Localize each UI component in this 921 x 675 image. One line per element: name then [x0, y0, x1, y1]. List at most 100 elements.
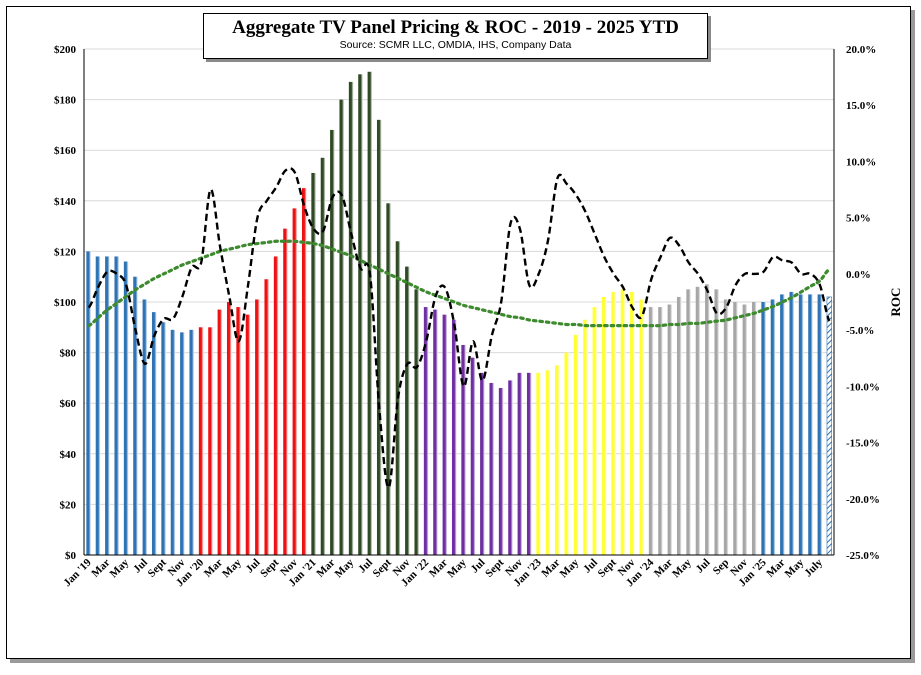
- price-bar: [639, 299, 645, 555]
- roc-line: [87, 167, 831, 489]
- price-bar: [386, 203, 392, 555]
- price-bar: [208, 327, 213, 555]
- price-bar: [620, 289, 626, 555]
- y2-tick-label: -15.0%: [846, 438, 880, 450]
- price-bar: [105, 256, 110, 555]
- price-bar: [686, 289, 692, 555]
- price-bar: [723, 299, 729, 555]
- price-bar: [151, 312, 157, 555]
- price-bar: [273, 256, 279, 555]
- price-bar: [376, 119, 382, 555]
- price-bar: [798, 294, 804, 555]
- price-bar: [658, 307, 663, 555]
- price-bar: [470, 357, 476, 555]
- price-bar: [780, 294, 785, 555]
- price-bar: [423, 307, 429, 555]
- price-bar: [283, 228, 288, 555]
- y-tick-label: $60: [60, 398, 77, 410]
- price-bar: [264, 279, 270, 555]
- price-bars: [86, 71, 832, 556]
- price-bar: [648, 307, 654, 555]
- x-tick-label: May: [783, 556, 807, 580]
- price-bar: [301, 188, 307, 555]
- x-tick-label: May: [220, 556, 244, 580]
- y2-tick-label: 0.0%: [846, 269, 871, 281]
- price-bar: [320, 157, 326, 556]
- price-bar: [114, 256, 120, 555]
- price-bar: [367, 71, 373, 556]
- price-bar: [789, 291, 795, 555]
- x-tick-label: Sep: [711, 557, 732, 578]
- price-bar: [705, 284, 710, 555]
- price-bar: [292, 208, 298, 555]
- y-tick-label: $140: [54, 196, 77, 208]
- x-tick-label: Sept: [371, 556, 394, 579]
- x-tick-label: May: [333, 556, 357, 580]
- y-tick-label: $80: [60, 348, 77, 360]
- price-bar: [583, 319, 588, 555]
- price-bar: [517, 372, 523, 555]
- price-bar: [451, 319, 457, 555]
- x-tick-label: July: [802, 556, 825, 579]
- x-tick-label: Mar: [652, 557, 675, 580]
- price-bar: [555, 365, 560, 555]
- price-bar: [592, 307, 598, 555]
- x-tick-label: May: [445, 556, 469, 580]
- roc-trend-line: [87, 239, 831, 328]
- price-bar: [761, 302, 767, 555]
- y2-tick-label: 10.0%: [846, 156, 876, 168]
- x-tick-label: Mar: [314, 557, 337, 580]
- price-bar: [236, 307, 242, 555]
- y2-tick-label: -10.0%: [846, 381, 880, 393]
- x-tick-label: Sept: [258, 556, 281, 579]
- price-bar: [358, 74, 363, 556]
- y-tick-label: $40: [60, 449, 77, 461]
- price-bar: [86, 251, 92, 555]
- price-bar: [733, 302, 738, 555]
- price-bar: [348, 81, 354, 555]
- grid-lines: [84, 48, 834, 556]
- x-tick-label: Sept: [146, 556, 169, 579]
- x-tick-label: Mar: [89, 557, 112, 580]
- y2-tick-label: 20.0%: [846, 44, 876, 56]
- y2-tick-label: 5.0%: [846, 213, 871, 225]
- price-bar: [170, 329, 176, 555]
- price-bar: [714, 289, 720, 555]
- chart-title: Aggregate TV Panel Pricing & ROC - 2019 …: [232, 17, 679, 38]
- price-bar: [508, 380, 513, 555]
- price-bar: [123, 261, 129, 555]
- roc-lines: [87, 167, 831, 489]
- price-bar: [601, 296, 607, 555]
- price-bar: [245, 314, 251, 555]
- x-tick-label: Sept: [483, 556, 506, 579]
- price-bar: [395, 241, 401, 555]
- price-bar: [161, 322, 167, 555]
- price-bar: [498, 388, 504, 555]
- y-tick-label: $100: [54, 297, 77, 309]
- price-bar: [751, 302, 757, 555]
- price-bar: [770, 299, 776, 555]
- chart-subtitle: Source: SCMR LLC, OMDIA, IHS, Company Da…: [339, 39, 572, 51]
- price-bar: [180, 332, 185, 555]
- price-bar: [695, 286, 701, 555]
- price-bar: [564, 352, 570, 555]
- y-tick-label: $160: [54, 145, 77, 157]
- y2-tick-label: -25.0%: [846, 550, 880, 562]
- y2-tick-label: -20.0%: [846, 494, 880, 506]
- x-tick-label: Mar: [764, 557, 787, 580]
- price-bar: [826, 296, 832, 556]
- y-tick-label: $200: [54, 44, 77, 56]
- x-tick-label: May: [108, 556, 132, 580]
- price-bar: [414, 289, 420, 555]
- price-bar: [676, 296, 682, 555]
- price-bar: [480, 372, 485, 555]
- price-bar: [226, 302, 232, 555]
- price-bar: [611, 291, 617, 555]
- y2-tick-label: 15.0%: [846, 100, 876, 112]
- price-bar: [133, 276, 138, 555]
- price-bar: [311, 172, 317, 555]
- price-bar: [573, 334, 579, 555]
- price-bar: [339, 99, 345, 555]
- x-tick-label: May: [670, 556, 694, 580]
